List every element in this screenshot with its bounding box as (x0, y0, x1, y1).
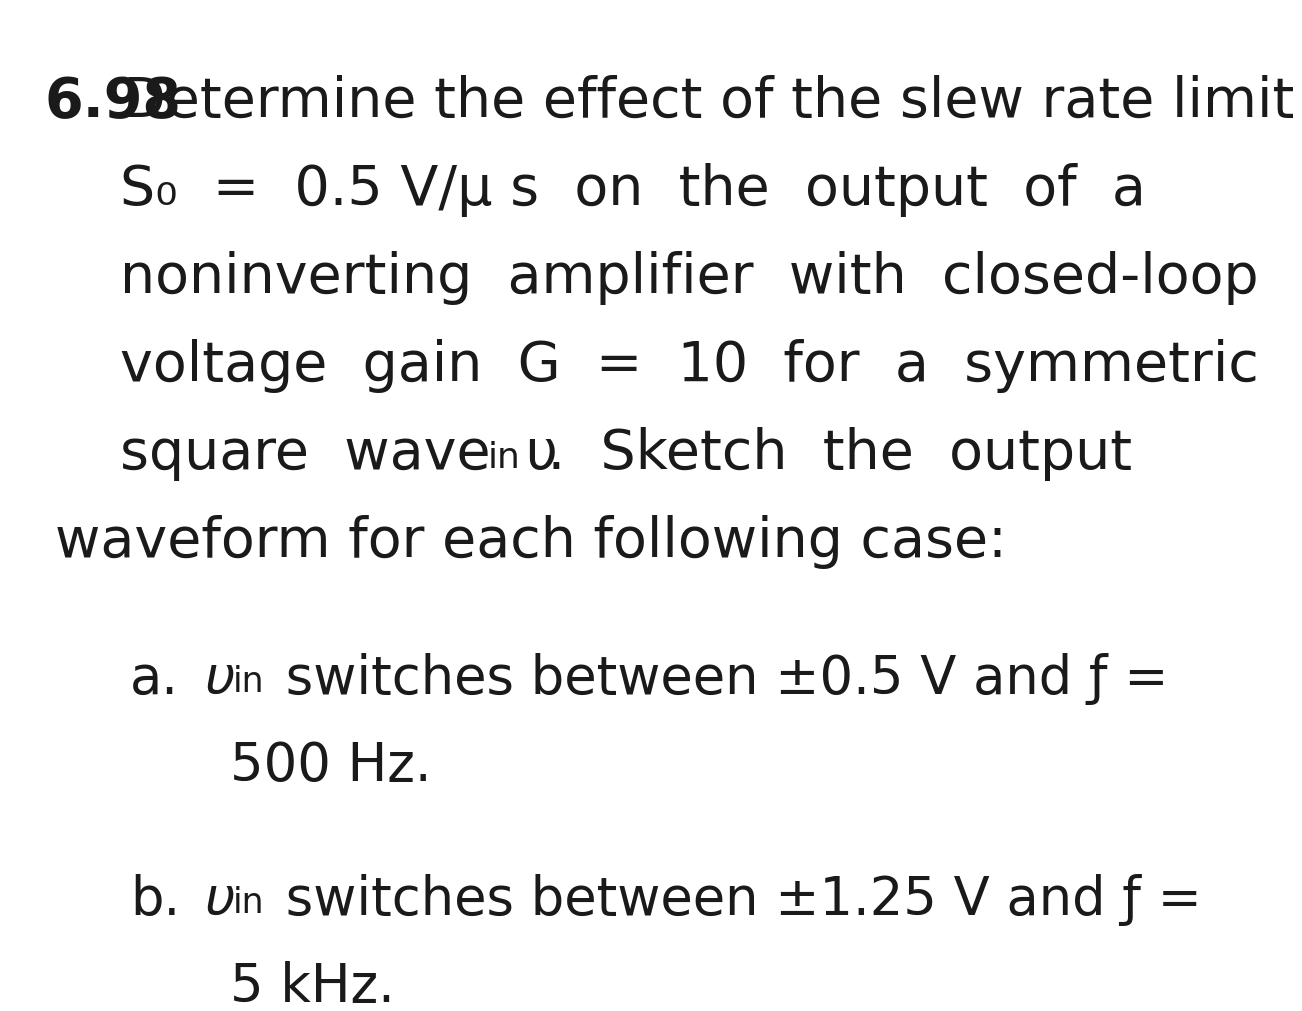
Text: in: in (488, 441, 521, 474)
Text: 500 Hz.: 500 Hz. (230, 740, 432, 792)
Text: S₀  =  0.5 V/μ s  on  the  output  of  a: S₀ = 0.5 V/μ s on the output of a (120, 163, 1146, 216)
Text: 5 kHz.: 5 kHz. (230, 960, 395, 1011)
Text: noninverting  amplifier  with  closed-loop: noninverting amplifier with closed-loop (120, 251, 1259, 304)
Text: Determine the effect of the slew rate limit: Determine the effect of the slew rate li… (122, 75, 1294, 128)
Text: square  wave  υ: square wave υ (120, 427, 559, 480)
Text: in: in (233, 664, 264, 699)
Text: waveform for each following case:: waveform for each following case: (55, 515, 1006, 568)
Text: switches between ±1.25 V and ƒ =: switches between ±1.25 V and ƒ = (270, 872, 1202, 925)
Text: .  Sketch  the  output: . Sketch the output (530, 427, 1133, 480)
Text: υ: υ (204, 872, 236, 925)
Text: voltage  gain  G  =  10  for  a  symmetric: voltage gain G = 10 for a symmetric (120, 339, 1259, 392)
Text: in: in (233, 885, 264, 919)
Text: υ: υ (204, 652, 236, 705)
Text: switches between ±0.5 V and ƒ =: switches between ±0.5 V and ƒ = (270, 652, 1168, 705)
Text: 6.98: 6.98 (46, 75, 182, 128)
Text: a.: a. (130, 652, 178, 705)
Text: b.: b. (130, 872, 180, 925)
